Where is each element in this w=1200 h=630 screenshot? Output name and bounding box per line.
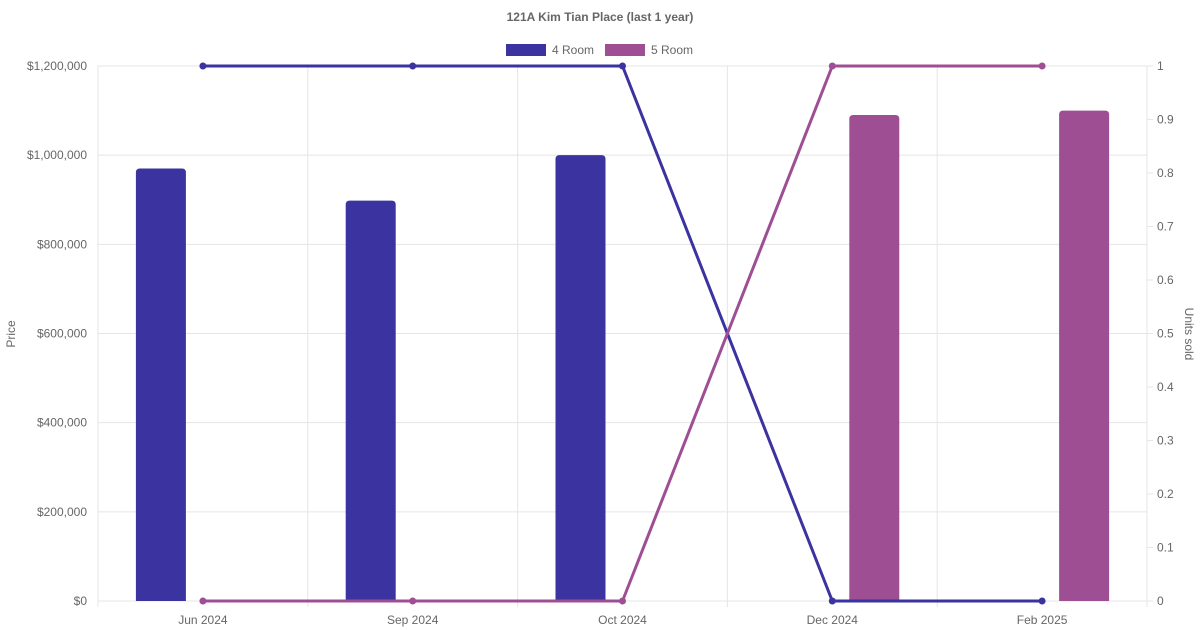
y2-tick-label: 0.1 [1157, 541, 1174, 555]
legend-item-5-room[interactable]: 5 Room [605, 43, 693, 57]
line-point-4-room[interactable] [1038, 597, 1046, 605]
grid-lines [97, 65, 1148, 607]
y2-tick-label: 0.2 [1157, 487, 1174, 501]
bar-5-room[interactable] [1059, 110, 1110, 601]
y2-tick-label: 0.5 [1157, 327, 1174, 341]
legend: 4 Room 5 Room [506, 43, 693, 57]
y-tick-label: $1,200,000 [27, 59, 87, 73]
y2-tick-label: 0.3 [1157, 434, 1174, 448]
y2-axis-ticks: 0 0.1 0.2 0.3 0.4 0.5 0.6 0.7 0.8 0.9 1 [1147, 59, 1174, 608]
x-tick-label: Feb 2025 [1017, 613, 1068, 627]
x-tick-label: Dec 2024 [807, 613, 859, 627]
legend-swatch-4-room [506, 44, 546, 56]
y-tick-label: $600,000 [37, 327, 87, 341]
line-point-5-room[interactable] [409, 597, 417, 605]
y2-tick-label: 1 [1157, 59, 1164, 73]
y2-tick-label: 0.8 [1157, 166, 1174, 180]
y-tick-label: $1,000,000 [27, 148, 87, 162]
chart-title: 121A Kim Tian Place (last 1 year) [507, 10, 694, 24]
legend-label-4-room: 4 Room [552, 43, 594, 57]
y-tick-label: $400,000 [37, 416, 87, 430]
line-point-5-room[interactable] [619, 597, 626, 605]
line-point-4-room[interactable] [619, 62, 626, 70]
bar-4-room[interactable] [135, 168, 186, 601]
x-tick-label: Sep 2024 [387, 613, 439, 627]
x-tick-label: Oct 2024 [598, 613, 647, 627]
y-axis-ticks: $0 $200,000 $400,000 $600,000 $800,000 $1,000… [27, 59, 87, 608]
legend-swatch-5-room [605, 44, 645, 56]
bar-4-room[interactable] [555, 155, 606, 601]
y-tick-label: $800,000 [37, 237, 87, 251]
y2-tick-label: 0.9 [1157, 113, 1174, 127]
bar-4-room[interactable] [345, 200, 396, 601]
line-point-4-room[interactable] [199, 62, 207, 70]
line-point-5-room[interactable] [1038, 62, 1046, 70]
line-point-4-room[interactable] [828, 597, 836, 605]
y2-tick-label: 0.4 [1157, 380, 1174, 394]
y-axis-title: Price [4, 320, 18, 348]
legend-label-5-room: 5 Room [651, 43, 693, 57]
bars-layer [135, 110, 1110, 602]
y2-axis-title: Units sold [1182, 308, 1196, 361]
y-tick-label: $200,000 [37, 505, 87, 519]
line-point-4-room[interactable] [409, 62, 417, 70]
y-tick-label: $0 [74, 594, 88, 608]
x-tick-label: Jun 2024 [178, 613, 228, 627]
line-point-5-room[interactable] [828, 62, 836, 70]
bar-5-room[interactable] [849, 115, 900, 602]
y2-tick-label: 0.6 [1157, 273, 1174, 287]
lines-layer [199, 62, 1046, 605]
line-point-5-room[interactable] [199, 597, 207, 605]
y2-tick-label: 0 [1157, 594, 1164, 608]
x-axis-ticks: Jun 2024 Sep 2024 Oct 2024 Dec 2024 Feb 2025 [178, 613, 1068, 627]
legend-item-4-room[interactable]: 4 Room [506, 43, 594, 57]
y2-tick-label: 0.7 [1157, 220, 1174, 234]
